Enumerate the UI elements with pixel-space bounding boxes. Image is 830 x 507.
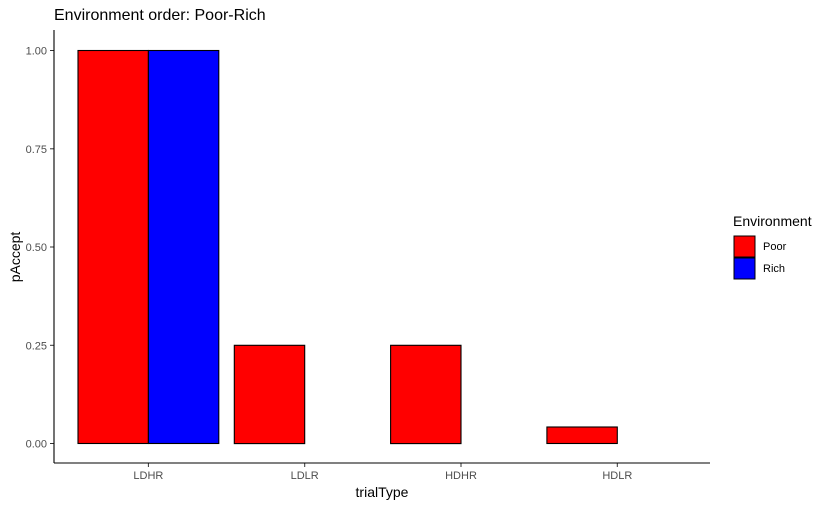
legend-key-rich (733, 257, 756, 280)
y-tick-label-4: 1.00 (26, 46, 47, 58)
legend-items: Poor Rich (733, 235, 787, 280)
bar-hdlr-poor (546, 426, 618, 445)
y-tick-label-0: 0.00 (26, 439, 47, 451)
chart-title: Environment order: Poor-Rich (54, 7, 266, 24)
bars-layer (77, 49, 618, 445)
legend-title: Environment (733, 213, 812, 229)
y-tick-label-3: 0.75 (26, 144, 47, 156)
axes-layer: LDHR LDLR HDHR HDLR 0.00 0.25 0.50 0.75 1.00 (26, 30, 710, 482)
x-tick-label-hdlr: HDLR (602, 470, 632, 482)
x-tick-label-hdhr: HDHR (445, 470, 477, 482)
y-axis-title: pAccept (7, 232, 23, 283)
bar-ldhr-rich (147, 49, 220, 445)
x-axis-title: trialType (356, 484, 409, 500)
legend-label-poor: Poor (763, 241, 787, 253)
legend-label-rich: Rich (763, 263, 785, 275)
legend: Environment Poor Rich (733, 213, 812, 280)
y-tick-label-1: 0.25 (26, 340, 47, 352)
legend-key-poor (733, 235, 756, 258)
x-tick-label-ldlr: LDLR (291, 470, 319, 482)
y-tick-label-2: 0.50 (26, 242, 47, 254)
x-tick-label-ldhr: LDHR (133, 470, 163, 482)
bar-ldhr-poor (77, 49, 149, 445)
bar-ldlr-poor (233, 344, 306, 445)
bar-hdhr-poor (390, 344, 462, 445)
